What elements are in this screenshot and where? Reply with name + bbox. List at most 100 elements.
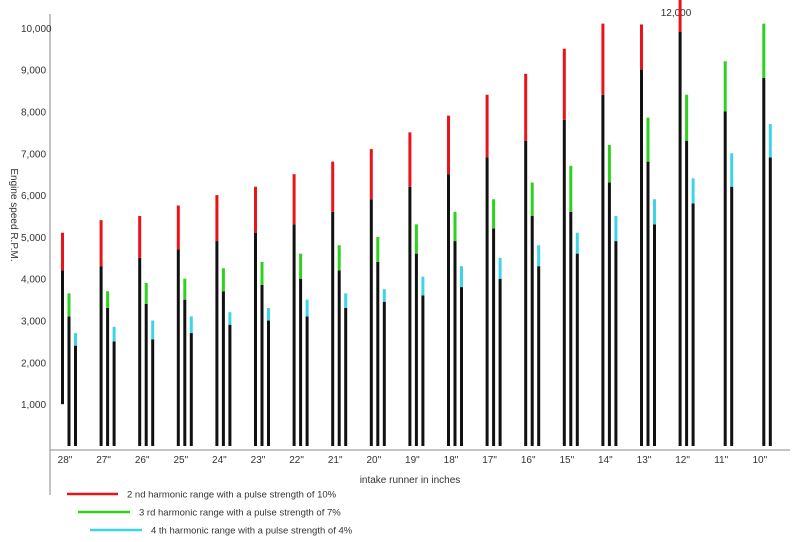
harmonic-range-bar: [447, 115, 450, 175]
harmonic-range-bar: [537, 245, 541, 267]
harmonic-range-bar: [74, 333, 77, 346]
harmonic-range-bar: [408, 132, 412, 187]
harmonic-range-bar: [305, 299, 309, 317]
harmonic-range-bar: [67, 293, 71, 317]
rpm-support-bar: [305, 316, 309, 446]
harmonic-range-bar: [221, 268, 225, 292]
rpm-support-bar: [67, 316, 71, 446]
x-axis-title: intake runner in inches: [360, 475, 461, 486]
bar-group: [723, 61, 734, 446]
rpm-support-bar: [221, 291, 225, 446]
rpm-support-bar: [99, 266, 103, 446]
harmonic-range-bar: [646, 117, 650, 162]
harmonic-range-bar: [678, 0, 682, 32]
rpm-support-bar: [530, 215, 534, 446]
harmonic-range-bar: [524, 73, 528, 141]
harmonic-range-bar: [151, 320, 155, 340]
bar-group: [99, 220, 116, 446]
bar-group: [215, 195, 232, 446]
rpm-support-bar: [151, 339, 155, 446]
bar-group: [408, 132, 425, 446]
harmonic-range-bar: [730, 153, 734, 187]
x-tick-label: 20": [366, 455, 381, 466]
harmonic-range-bar: [601, 23, 605, 95]
harmonic-range-bar: [106, 291, 110, 308]
harmonic-range-bar: [369, 149, 373, 200]
rpm-support-bar: [292, 224, 296, 446]
rpm-support-bar: [331, 211, 335, 446]
rpm-support-bar: [189, 333, 193, 446]
rpm-support-bar: [524, 140, 528, 447]
x-tick-label: 25": [173, 455, 188, 466]
y-tick-label: 4,000: [21, 275, 46, 286]
x-axis: [49, 449, 790, 495]
harmonic-range-bar: [138, 215, 142, 258]
y-tick-label: 3,000: [21, 317, 46, 328]
x-tick-label: 28": [58, 455, 73, 466]
y-tick-label: 7,000: [21, 149, 46, 160]
x-tick-label: 23": [251, 455, 266, 466]
rpm-support-bar: [61, 270, 64, 405]
rpm-support-bar: [640, 69, 643, 447]
x-tick-label: 26": [135, 455, 150, 466]
rpm-support-bar: [183, 299, 187, 446]
bar-group: [562, 48, 579, 446]
rpm-support-bar: [74, 345, 77, 446]
x-tick-label: 11": [714, 455, 728, 466]
x-tick-label: 16": [521, 455, 536, 466]
legend-label: 4 th harmonic range with a pulse strengt…: [151, 526, 353, 537]
harmonic-range-bar: [189, 316, 193, 334]
rpm-support-bar: [267, 320, 270, 446]
harmonic-range-bar: [144, 282, 148, 304]
bar-group: [762, 23, 772, 446]
harmonic-range-bar: [267, 307, 270, 321]
harmonic-range-bar: [768, 123, 772, 158]
harmonic-range-bar: [228, 312, 232, 325]
rpm-support-bar: [215, 241, 219, 446]
rpm-support-bar: [453, 241, 457, 446]
rpm-support-bar: [569, 211, 573, 446]
harmonic-range-bar: [176, 205, 180, 250]
x-tick-labels: 28" 27" 26" 25" 24" 23" 22" 21" 20" 19" 18" 17" 16" 1…: [58, 455, 768, 466]
rpm-support-bar: [460, 287, 463, 446]
harmonic-range-bar: [61, 232, 64, 271]
harmonic-range-bar: [254, 186, 257, 233]
legend: 2 nd harmonic range with a pulse strengt…: [67, 490, 353, 537]
rpm-support-bar: [723, 111, 727, 446]
bar-group: [331, 161, 348, 446]
harmonic-range-bar: [485, 94, 489, 158]
bar-group: [138, 215, 155, 446]
harmonic-range-bar: [260, 261, 264, 285]
y-tick-label: 1,000: [21, 400, 46, 411]
legend-label: 2 nd harmonic range with a pulse strengt…: [127, 490, 337, 501]
rpm-support-bar: [678, 31, 682, 447]
harmonic-range-bar: [382, 289, 386, 302]
harmonic-range-bar: [99, 220, 103, 267]
rpm-support-bar: [144, 303, 148, 446]
bar-group: [447, 115, 463, 447]
harmonic-range-bar: [414, 224, 418, 254]
bar-group: [369, 149, 386, 446]
x-tick-label: 24": [212, 455, 227, 466]
harmonic-range-bar: [640, 24, 643, 70]
peak-annotation: 12,000: [661, 8, 692, 19]
harmonic-range-bar: [607, 144, 611, 183]
bar-group: [61, 232, 77, 446]
harmonic-range-bar: [112, 326, 116, 342]
rpm-support-bar: [691, 203, 695, 446]
rpm-support-bar: [498, 278, 502, 446]
harmonic-range-bar: [685, 94, 689, 141]
rpm-support-bar: [601, 94, 605, 446]
bar-group: [254, 186, 270, 446]
harmonic-range-bar: [691, 178, 695, 204]
harmonic-range-bar: [530, 182, 534, 216]
harmonic-range-bar: [421, 276, 425, 296]
rpm-bars: [61, 0, 772, 447]
rpm-support-bar: [408, 186, 412, 446]
rpm-support-bar: [562, 119, 566, 446]
y-tick-label: 5,000: [21, 233, 46, 244]
harmonic-range-bar: [215, 195, 219, 242]
x-tick-label: 21": [328, 455, 343, 466]
rpm-support-bar: [492, 228, 496, 446]
harmonic-range-bar: [299, 253, 303, 279]
